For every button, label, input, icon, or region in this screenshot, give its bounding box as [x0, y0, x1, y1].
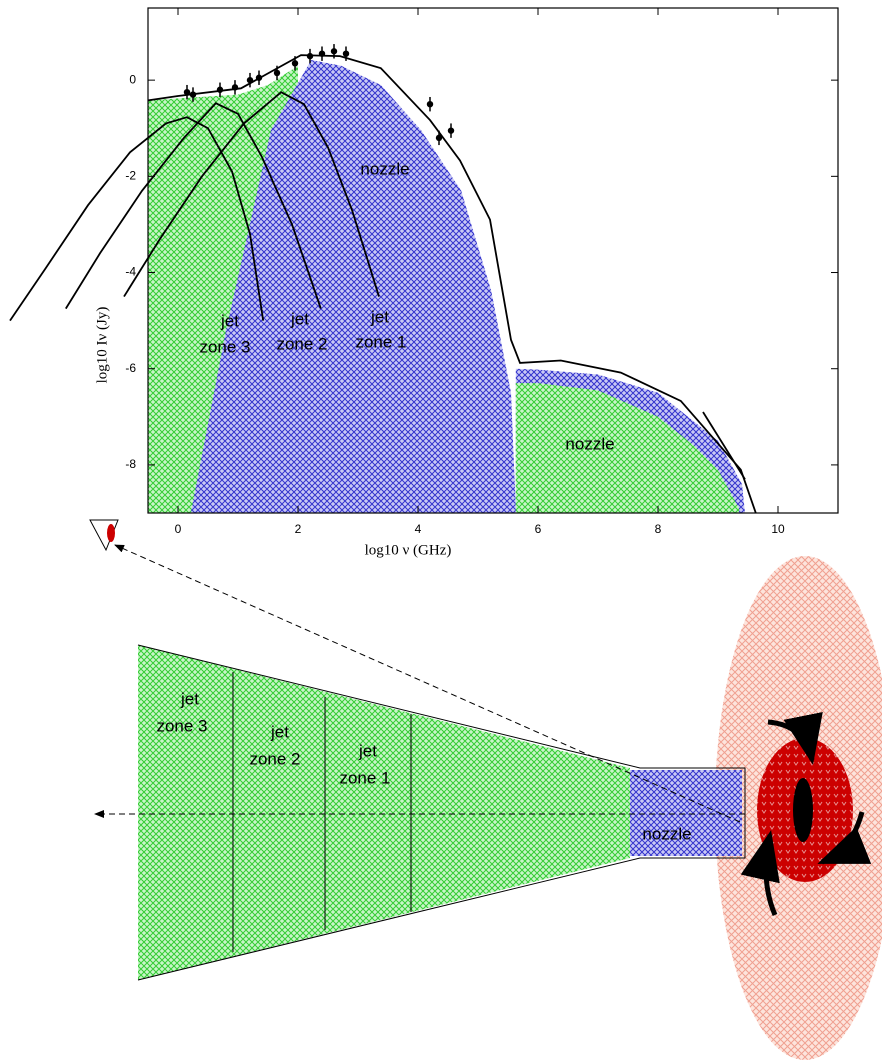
- y-tick-label: -6: [125, 361, 136, 375]
- rotation-arrow: [740, 830, 780, 916]
- diagram-label: zone 1: [339, 768, 390, 787]
- line: [123, 91, 380, 298]
- data-point: [255, 74, 263, 81]
- annotation: zone 1: [355, 332, 406, 351]
- line: [65, 102, 322, 310]
- annotation: jet: [370, 307, 389, 326]
- annotation: zone 3: [199, 337, 250, 356]
- data-point: [216, 86, 224, 93]
- annotation: nozzle: [360, 159, 409, 178]
- line: [702, 411, 746, 480]
- data-point: [246, 76, 254, 84]
- diagram-label: zone 3: [156, 716, 207, 735]
- x-tick-label: 6: [535, 522, 542, 536]
- jet-cone: [138, 645, 630, 980]
- data-point: [306, 52, 314, 60]
- annotation: jet: [220, 311, 239, 330]
- diagram-label: jet: [358, 741, 377, 760]
- annotation: nozzle: [565, 434, 614, 453]
- data-point: [447, 127, 455, 134]
- rotation-arrow: [767, 711, 823, 765]
- y-tick-label: -8: [125, 457, 136, 471]
- plot-frame: [147, 7, 839, 514]
- x-tick-label: 10: [771, 522, 785, 536]
- data-point: [183, 88, 191, 96]
- rotation-arrow: [817, 811, 872, 865]
- data-point: [330, 48, 338, 55]
- x-tick-label: 0: [175, 522, 182, 536]
- diagram-label: jet: [270, 722, 289, 741]
- diagram-label: nozzle: [642, 824, 691, 843]
- data-point: [435, 134, 443, 142]
- data-point: [273, 69, 281, 77]
- data-point: [426, 100, 434, 108]
- diagram-label: jet: [180, 689, 199, 708]
- nozzle-region: [630, 770, 742, 856]
- plot-area: [148, 59, 745, 513]
- data-point: [231, 84, 239, 91]
- data-point: [342, 50, 350, 57]
- annotation: jet: [290, 309, 309, 328]
- x-tick-label: 2: [295, 522, 302, 536]
- plot: 0 2 4 6 8 10 0 -2 -4 -6 -8 nozzle jet zone 3 jet zone 2…: [9, 8, 838, 536]
- jet-diagram: jet zone 3 jet zone 2 jet zone 1 nozzle: [89, 519, 882, 1060]
- y-tick-label: -2: [125, 169, 136, 183]
- data-point: [318, 50, 326, 57]
- data-point: [291, 60, 299, 67]
- y-tick-label: -4: [125, 265, 136, 279]
- y-axis-label: log10 Iν (Jy): [94, 307, 110, 384]
- view-line: [114, 544, 741, 823]
- x-axis-label: log10 ν (GHz): [365, 542, 452, 558]
- black-hole: [793, 778, 813, 842]
- line: [9, 116, 265, 322]
- annotation: zone 2: [276, 334, 327, 353]
- x-tick-label: 4: [415, 522, 422, 536]
- line: [147, 54, 757, 514]
- x-tick-label: 8: [655, 522, 662, 536]
- jet-outline: [137, 644, 746, 981]
- area: [191, 59, 516, 513]
- observer-icon: [107, 524, 115, 542]
- diagram-label: zone 2: [249, 749, 300, 768]
- area: [515, 383, 739, 513]
- y-tick-label: 0: [129, 72, 136, 86]
- data-point: [189, 91, 197, 98]
